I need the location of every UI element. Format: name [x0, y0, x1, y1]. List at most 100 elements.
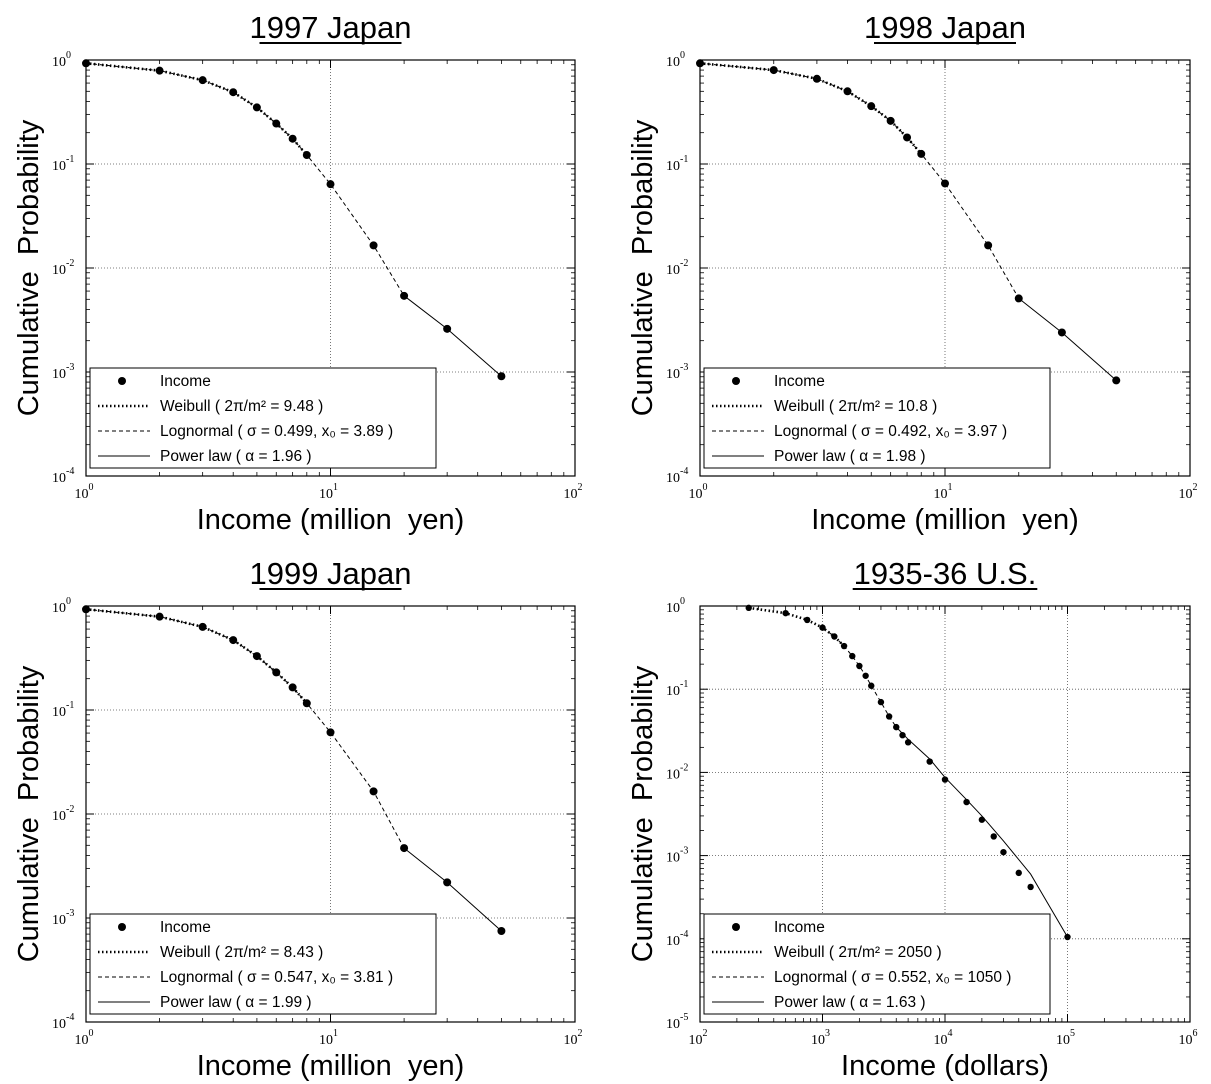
y-tick-label: 10-1	[666, 679, 688, 699]
legend: Income Weibull ( 2π/m² = 2050 ) Lognormal …	[703, 913, 1051, 1015]
legend-series-name: Weibull	[160, 944, 211, 961]
y-tick-label: 100	[666, 596, 685, 616]
legend-series-parameter: ( 2π/m² = 9.48 )	[211, 398, 324, 415]
legend-label: Lognormal ( σ = 0.499, x₀ = 3.89 )	[160, 423, 393, 440]
legend-series-name: Income	[774, 373, 825, 390]
y-tick-label: 10-4	[52, 1012, 74, 1032]
series-line	[822, 627, 897, 728]
series-income	[696, 59, 1121, 385]
series-weibull	[699, 61, 923, 155]
y-tick-label: 100	[666, 50, 685, 70]
series-power-law	[403, 847, 502, 932]
legend-series-name: Weibull	[160, 398, 211, 415]
x-tick-label: 101	[319, 1028, 338, 1048]
legend-marker	[732, 377, 740, 385]
series-lognormal	[699, 62, 1020, 299]
legend-label: Weibull ( 2π/m² = 2050 )	[774, 944, 942, 961]
legend-box	[703, 367, 1051, 469]
legend-series-parameter: ( α = 1.99 )	[232, 994, 312, 1011]
series-income	[82, 59, 506, 381]
legend-series-parameter: ( α = 1.98 )	[846, 448, 926, 465]
series-weibull	[748, 606, 845, 647]
legend-series-parameter: ( α = 1.63 )	[846, 994, 926, 1011]
legend-series-parameter: ( α = 1.96 )	[232, 448, 312, 465]
legend-label: Income	[774, 919, 825, 936]
y-tick-label: 10-4	[666, 466, 688, 486]
x-axis-label: Income (million yen)	[197, 1050, 465, 1082]
data-point	[82, 605, 90, 614]
legend-label: Lognormal ( σ = 0.552, x₀ = 1050 )	[774, 969, 1011, 986]
legend-item: Lognormal ( σ = 0.547, x₀ = 3.81 )	[98, 969, 393, 986]
series-line	[85, 62, 405, 297]
data-point	[82, 59, 90, 68]
series-line	[748, 606, 845, 647]
legend-label: Power law ( α = 1.63 )	[774, 994, 926, 1011]
series-line	[85, 607, 308, 705]
y-tick-label: 100	[52, 50, 71, 70]
y-tick-label: 10-1	[52, 700, 74, 720]
x-tick-label: 102	[689, 1028, 708, 1048]
series-line	[895, 726, 1068, 938]
legend-series-name: Power law	[774, 448, 846, 465]
series-weibull	[85, 607, 308, 705]
legend-marker	[732, 923, 740, 931]
legend-series-parameter: ( 2π/m² = 2050 )	[825, 944, 942, 961]
legend-item: Lognormal ( σ = 0.499, x₀ = 3.89 )	[98, 423, 393, 440]
legend-series-name: Power law	[774, 994, 846, 1011]
legend-item: Weibull ( 2π/m² = 10.8 )	[712, 398, 937, 415]
legend-box	[89, 367, 437, 469]
legend-item: Weibull ( 2π/m² = 8.43 )	[98, 944, 323, 961]
data-point	[963, 798, 970, 806]
legend: Income Weibull ( 2π/m² = 9.48 ) Lognormal …	[89, 367, 437, 469]
chart-panel-2: 1998 Japan 100 101 102 10-4 10-3 10-2 10-1 100 In…	[627, 10, 1198, 536]
series-weibull	[85, 61, 308, 156]
data-point	[803, 616, 811, 624]
y-axis-label: Cumulative Probability	[13, 665, 45, 962]
series-line	[403, 847, 502, 932]
legend-series-name: Power law	[160, 448, 232, 465]
legend: Income Weibull ( 2π/m² = 10.8 ) Lognormal …	[703, 367, 1051, 469]
y-tick-label: 10-3	[666, 362, 688, 382]
y-axis-label: Cumulative Probability	[627, 119, 659, 416]
legend-item: Power law ( α = 1.63 )	[712, 994, 926, 1011]
x-tick-label: 100	[689, 482, 708, 502]
legend-item: Lognormal ( σ = 0.552, x₀ = 1050 )	[712, 969, 1011, 986]
legend-series-parameter: ( σ = 0.499, x₀ = 3.89 )	[233, 423, 393, 440]
legend-label: Power law ( α = 1.99 )	[160, 994, 312, 1011]
legend-label: Lognormal ( σ = 0.547, x₀ = 3.81 )	[160, 969, 393, 986]
data-point	[1000, 848, 1007, 856]
y-tick-label: 100	[52, 596, 71, 616]
legend-label: Income	[160, 373, 211, 390]
data-point	[984, 241, 993, 250]
data-point	[769, 66, 778, 75]
legend-item: Weibull ( 2π/m² = 2050 )	[712, 944, 942, 961]
data-point	[745, 604, 752, 612]
legend-series-parameter: ( 2π/m² = 10.8 )	[825, 398, 938, 415]
y-tick-label: 10-2	[52, 258, 74, 278]
x-axis-label: Income (million yen)	[197, 504, 465, 536]
x-tick-label: 102	[564, 1028, 583, 1048]
series-lognormal	[822, 627, 897, 728]
legend-series-parameter: ( 2π/m² = 8.43 )	[211, 944, 324, 961]
legend-label: Power law ( α = 1.98 )	[774, 448, 926, 465]
y-tick-label: 10-3	[52, 362, 74, 382]
y-tick-label: 10-3	[52, 908, 74, 928]
legend-series-name: Lognormal	[160, 423, 233, 440]
legend-item: Power law ( α = 1.99 )	[98, 994, 312, 1011]
series-line	[699, 62, 1020, 299]
legend-series-name: Lognormal	[774, 423, 847, 440]
series-lognormal	[85, 608, 405, 849]
legend-marker	[118, 377, 126, 385]
chart-title: 1998 Japan	[864, 10, 1026, 45]
legend-item: Weibull ( 2π/m² = 9.48 )	[98, 398, 323, 415]
data-point	[941, 776, 949, 783]
data-point	[867, 102, 876, 111]
legend-series-name: Income	[774, 919, 825, 936]
legend-series-parameter: ( σ = 0.492, x₀ = 3.97 )	[847, 423, 1007, 440]
legend-series-parameter: ( σ = 0.552, x₀ = 1050 )	[847, 969, 1011, 986]
data-point	[868, 682, 875, 689]
y-tick-label: 10-2	[666, 258, 688, 278]
series-line	[699, 61, 923, 155]
legend-item: Income	[732, 373, 825, 390]
